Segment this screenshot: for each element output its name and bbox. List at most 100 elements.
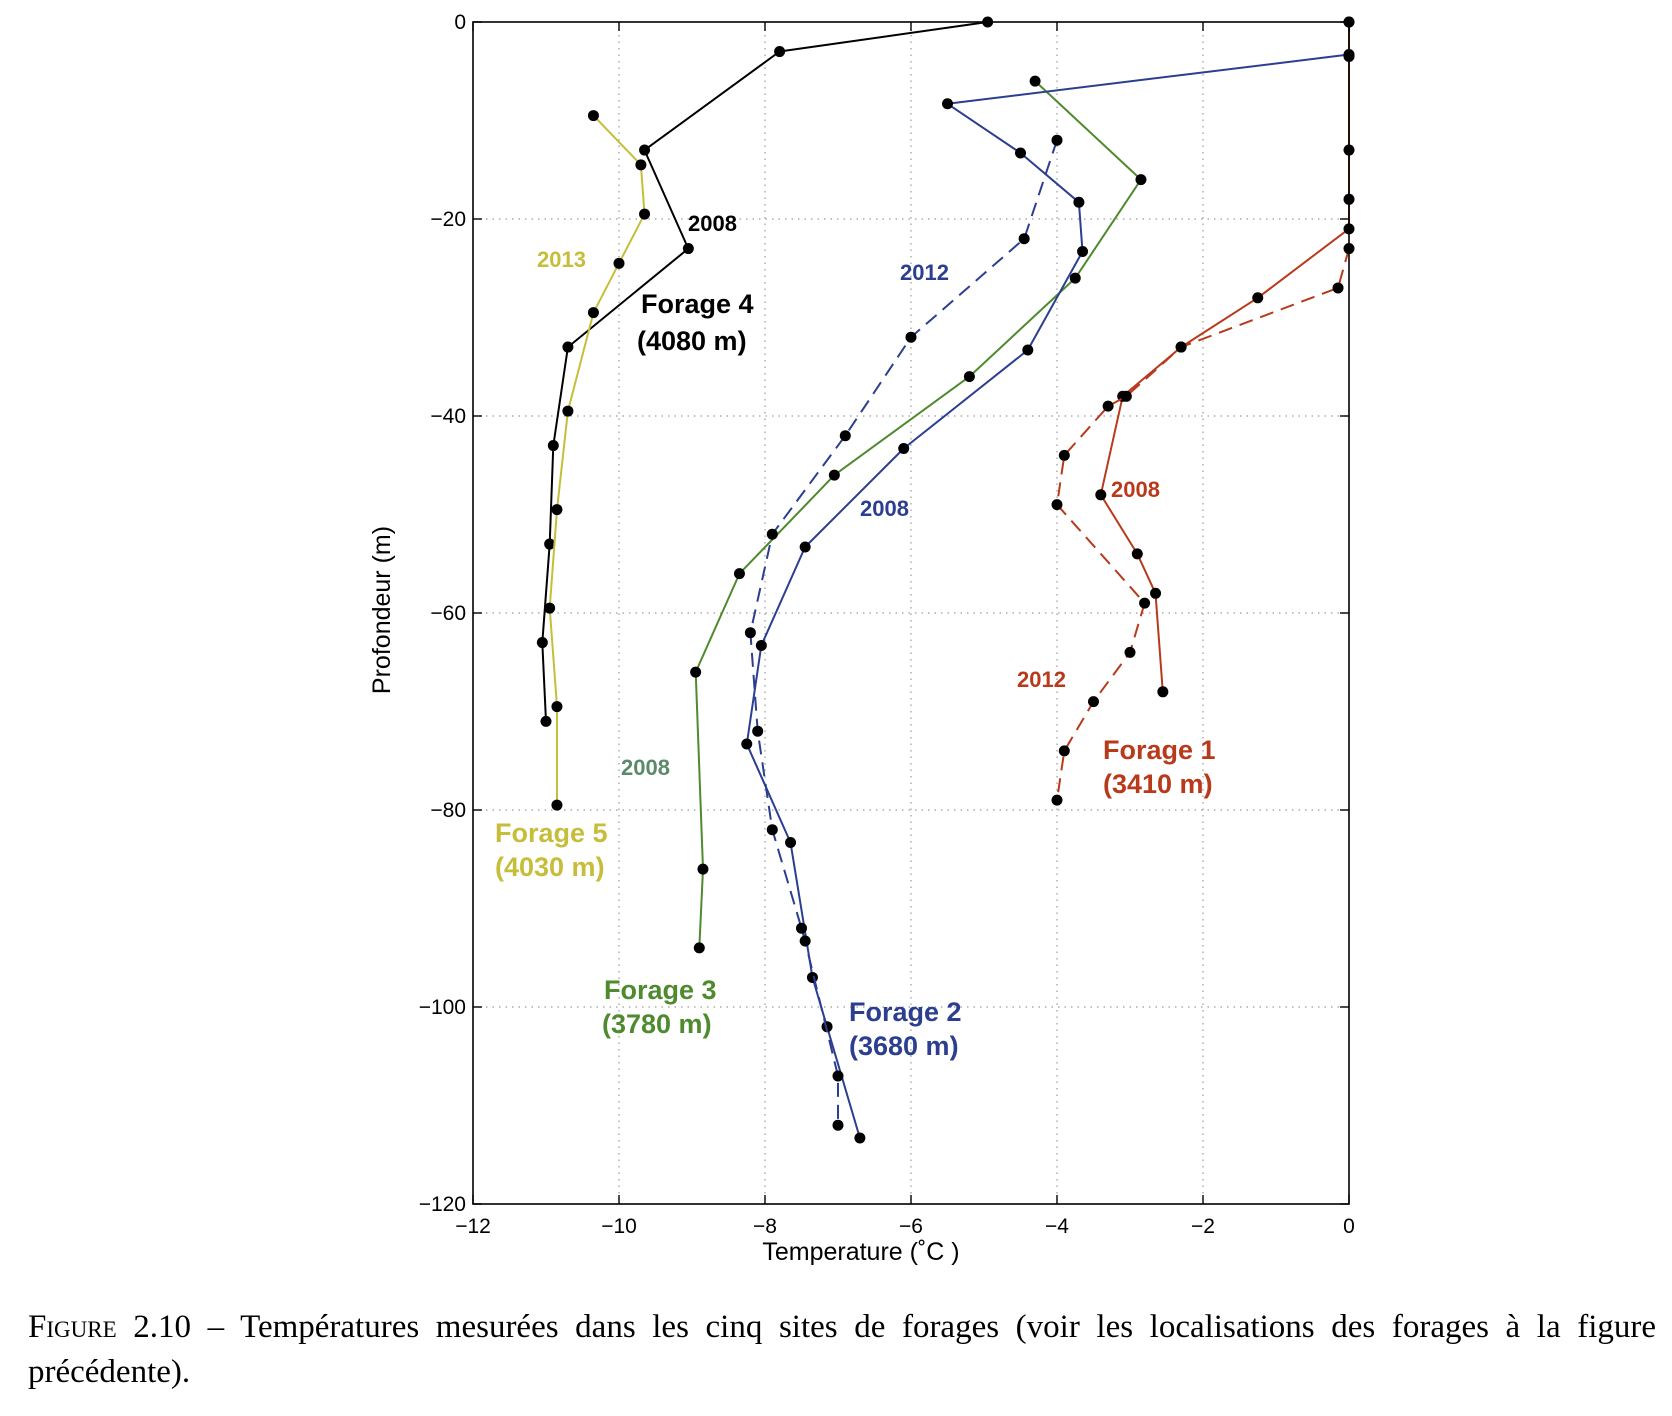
series-forage-1-2008 — [1095, 16, 1355, 698]
data-point-forage-1-2008-5 — [1252, 292, 1264, 304]
data-point-forage-2-2012-6 — [752, 725, 764, 737]
series-line-forage-1-2012 — [1056, 248, 1350, 801]
x-tick-label-4: −4 — [1045, 1215, 1069, 1238]
data-point-forage-2-2008-10 — [741, 738, 753, 750]
data-point-forage-2-2008-11 — [785, 837, 797, 849]
series-forage-3-2008 — [690, 75, 1147, 954]
series-forage-1-2012 — [1051, 243, 1355, 806]
axis-ticks: −12 −10 −8 −6 −4 −2 00−20−40−60−80−100−120 — [419, 11, 1355, 1238]
data-point-forage-1-2008-9 — [1131, 548, 1143, 560]
data-point-forage-2-2008-7 — [898, 443, 910, 455]
data-point-forage-5-2013-9 — [551, 799, 563, 811]
data-point-forage-2-2012-0 — [1051, 134, 1063, 146]
series-forage-2-2012 — [744, 134, 1063, 1131]
x-axis-label: Temperature (˚C ) — [762, 1238, 959, 1266]
data-point-forage-1-2008-11 — [1157, 686, 1169, 698]
forage5-altitude-label: (4030 m) — [495, 852, 605, 882]
data-point-forage-1-2012-7 — [1139, 597, 1151, 609]
forage1-year2012-label: 2012 — [1017, 667, 1066, 692]
data-point-forage-5-2013-8 — [551, 701, 563, 713]
temperature-profile-chart: −12 −10 −8 −6 −4 −2 00−20−40−60−80−100−120 Tem… — [368, 11, 1355, 1266]
data-point-forage-2-2012-4 — [766, 528, 778, 540]
data-point-forage-3-2008-2 — [1069, 272, 1081, 284]
forage1-year2008-label: 2008 — [1111, 477, 1160, 502]
data-point-forage-5-2013-4 — [587, 307, 599, 319]
data-point-forage-4-2008-8 — [540, 715, 552, 727]
x-tick-label-0: −12 — [455, 1215, 491, 1238]
forage1-site-label: Forage 1 — [1103, 735, 1216, 765]
data-point-forage-3-2008-7 — [697, 863, 709, 875]
forage2-site-label: Forage 2 — [849, 997, 962, 1027]
data-point-forage-3-2008-4 — [828, 469, 840, 481]
data-point-forage-1-2008-8 — [1095, 489, 1107, 501]
data-point-forage-1-2012-1 — [1332, 282, 1344, 294]
data-point-forage-2-2012-1 — [1018, 233, 1030, 245]
figure-number: Figure 2.10 — [28, 1309, 191, 1345]
series-forage-5-2013 — [544, 110, 651, 811]
data-point-forage-3-2008-1 — [1135, 174, 1147, 186]
series-line-forage-1-2008 — [1099, 22, 1350, 692]
y-tick-label-3: −60 — [430, 602, 466, 625]
forage3-year-label: 2008 — [621, 755, 670, 780]
series-line-forage-2-2008 — [745, 22, 1350, 1139]
data-point-forage-1-2012-2 — [1175, 341, 1187, 353]
x-tick-label-3: −6 — [899, 1215, 923, 1238]
data-point-forage-2-2008-12 — [806, 971, 818, 983]
data-point-forage-2-2012-5 — [744, 627, 756, 639]
data-point-forage-2-2012-9 — [799, 935, 811, 947]
data-point-forage-2-2008-4 — [1073, 196, 1085, 208]
data-point-forage-3-2008-5 — [733, 568, 745, 580]
y-tick-label-0: 0 — [454, 11, 466, 34]
data-point-forage-1-2012-6 — [1051, 499, 1063, 511]
x-tick-label-1: −10 — [601, 1215, 637, 1238]
forage3-altitude-label: (3780 m) — [602, 1009, 712, 1039]
forage4-site-label: Forage 4 — [641, 289, 754, 319]
data-point-forage-3-2008-0 — [1029, 75, 1041, 87]
data-point-forage-2-2008-3 — [1015, 147, 1026, 159]
forage1-altitude-label: (3410 m) — [1103, 769, 1213, 799]
figure-caption-text: – Températures mesurées dans les cinq si… — [28, 1309, 1657, 1390]
data-point-forage-5-2013-0 — [587, 110, 599, 122]
data-point-forage-1-2012-10 — [1058, 745, 1070, 757]
data-point-forage-1-2012-9 — [1088, 696, 1099, 708]
x-tick-label-6: 0 — [1343, 1215, 1355, 1238]
data-point-forage-2-2012-8 — [796, 922, 807, 934]
data-point-forage-4-2008-7 — [536, 637, 548, 649]
series-layer — [536, 16, 1355, 1144]
series-line-forage-2-2012 — [749, 139, 1058, 1126]
data-point-forage-2-2012-10 — [832, 1070, 844, 1082]
data-point-forage-3-2008-6 — [690, 666, 702, 678]
y-tick-label-4: −80 — [430, 799, 466, 822]
data-point-forage-1-2008-10 — [1150, 587, 1162, 599]
data-point-forage-5-2013-6 — [551, 504, 563, 516]
data-point-forage-2-2008-14 — [854, 1132, 866, 1144]
data-point-forage-3-2008-8 — [693, 942, 705, 954]
data-point-forage-5-2013-3 — [613, 257, 625, 269]
data-point-forage-5-2013-2 — [639, 208, 651, 220]
forage3-site-label: Forage 3 — [604, 975, 717, 1005]
data-point-forage-4-2008-6 — [544, 538, 556, 550]
forage4-year-label: 2008 — [688, 211, 737, 236]
x-tick-label-5: −2 — [1191, 1215, 1215, 1238]
data-point-forage-1-2012-8 — [1124, 646, 1136, 658]
data-point-forage-4-2008-1 — [774, 46, 786, 58]
series-line-forage-5-2013 — [548, 114, 646, 806]
forage2-year2008-label: 2008 — [860, 496, 909, 521]
data-point-forage-2-2008-5 — [1077, 246, 1089, 258]
data-point-forage-5-2013-5 — [562, 405, 574, 417]
y-tick-label-5: −100 — [419, 996, 466, 1019]
data-point-forage-4-2008-2 — [639, 144, 651, 156]
data-point-forage-2-2008-2 — [942, 98, 953, 110]
data-point-forage-1-2012-3 — [1120, 390, 1132, 402]
figure-caption: Figure 2.10 – Températures mesurées dans… — [28, 1305, 1656, 1395]
data-point-forage-5-2013-7 — [544, 602, 556, 614]
series-forage-2-2008 — [741, 16, 1355, 1144]
y-axis-label: Profondeur (m) — [368, 526, 396, 694]
y-tick-label-2: −40 — [430, 405, 466, 428]
data-point-forage-4-2008-5 — [547, 440, 559, 452]
data-point-forage-2-2008-8 — [799, 541, 811, 553]
data-point-forage-2-2012-2 — [905, 331, 917, 343]
data-point-forage-1-2012-5 — [1058, 449, 1070, 461]
y-tick-label-1: −20 — [430, 208, 466, 231]
forage5-site-label: Forage 5 — [495, 818, 608, 848]
